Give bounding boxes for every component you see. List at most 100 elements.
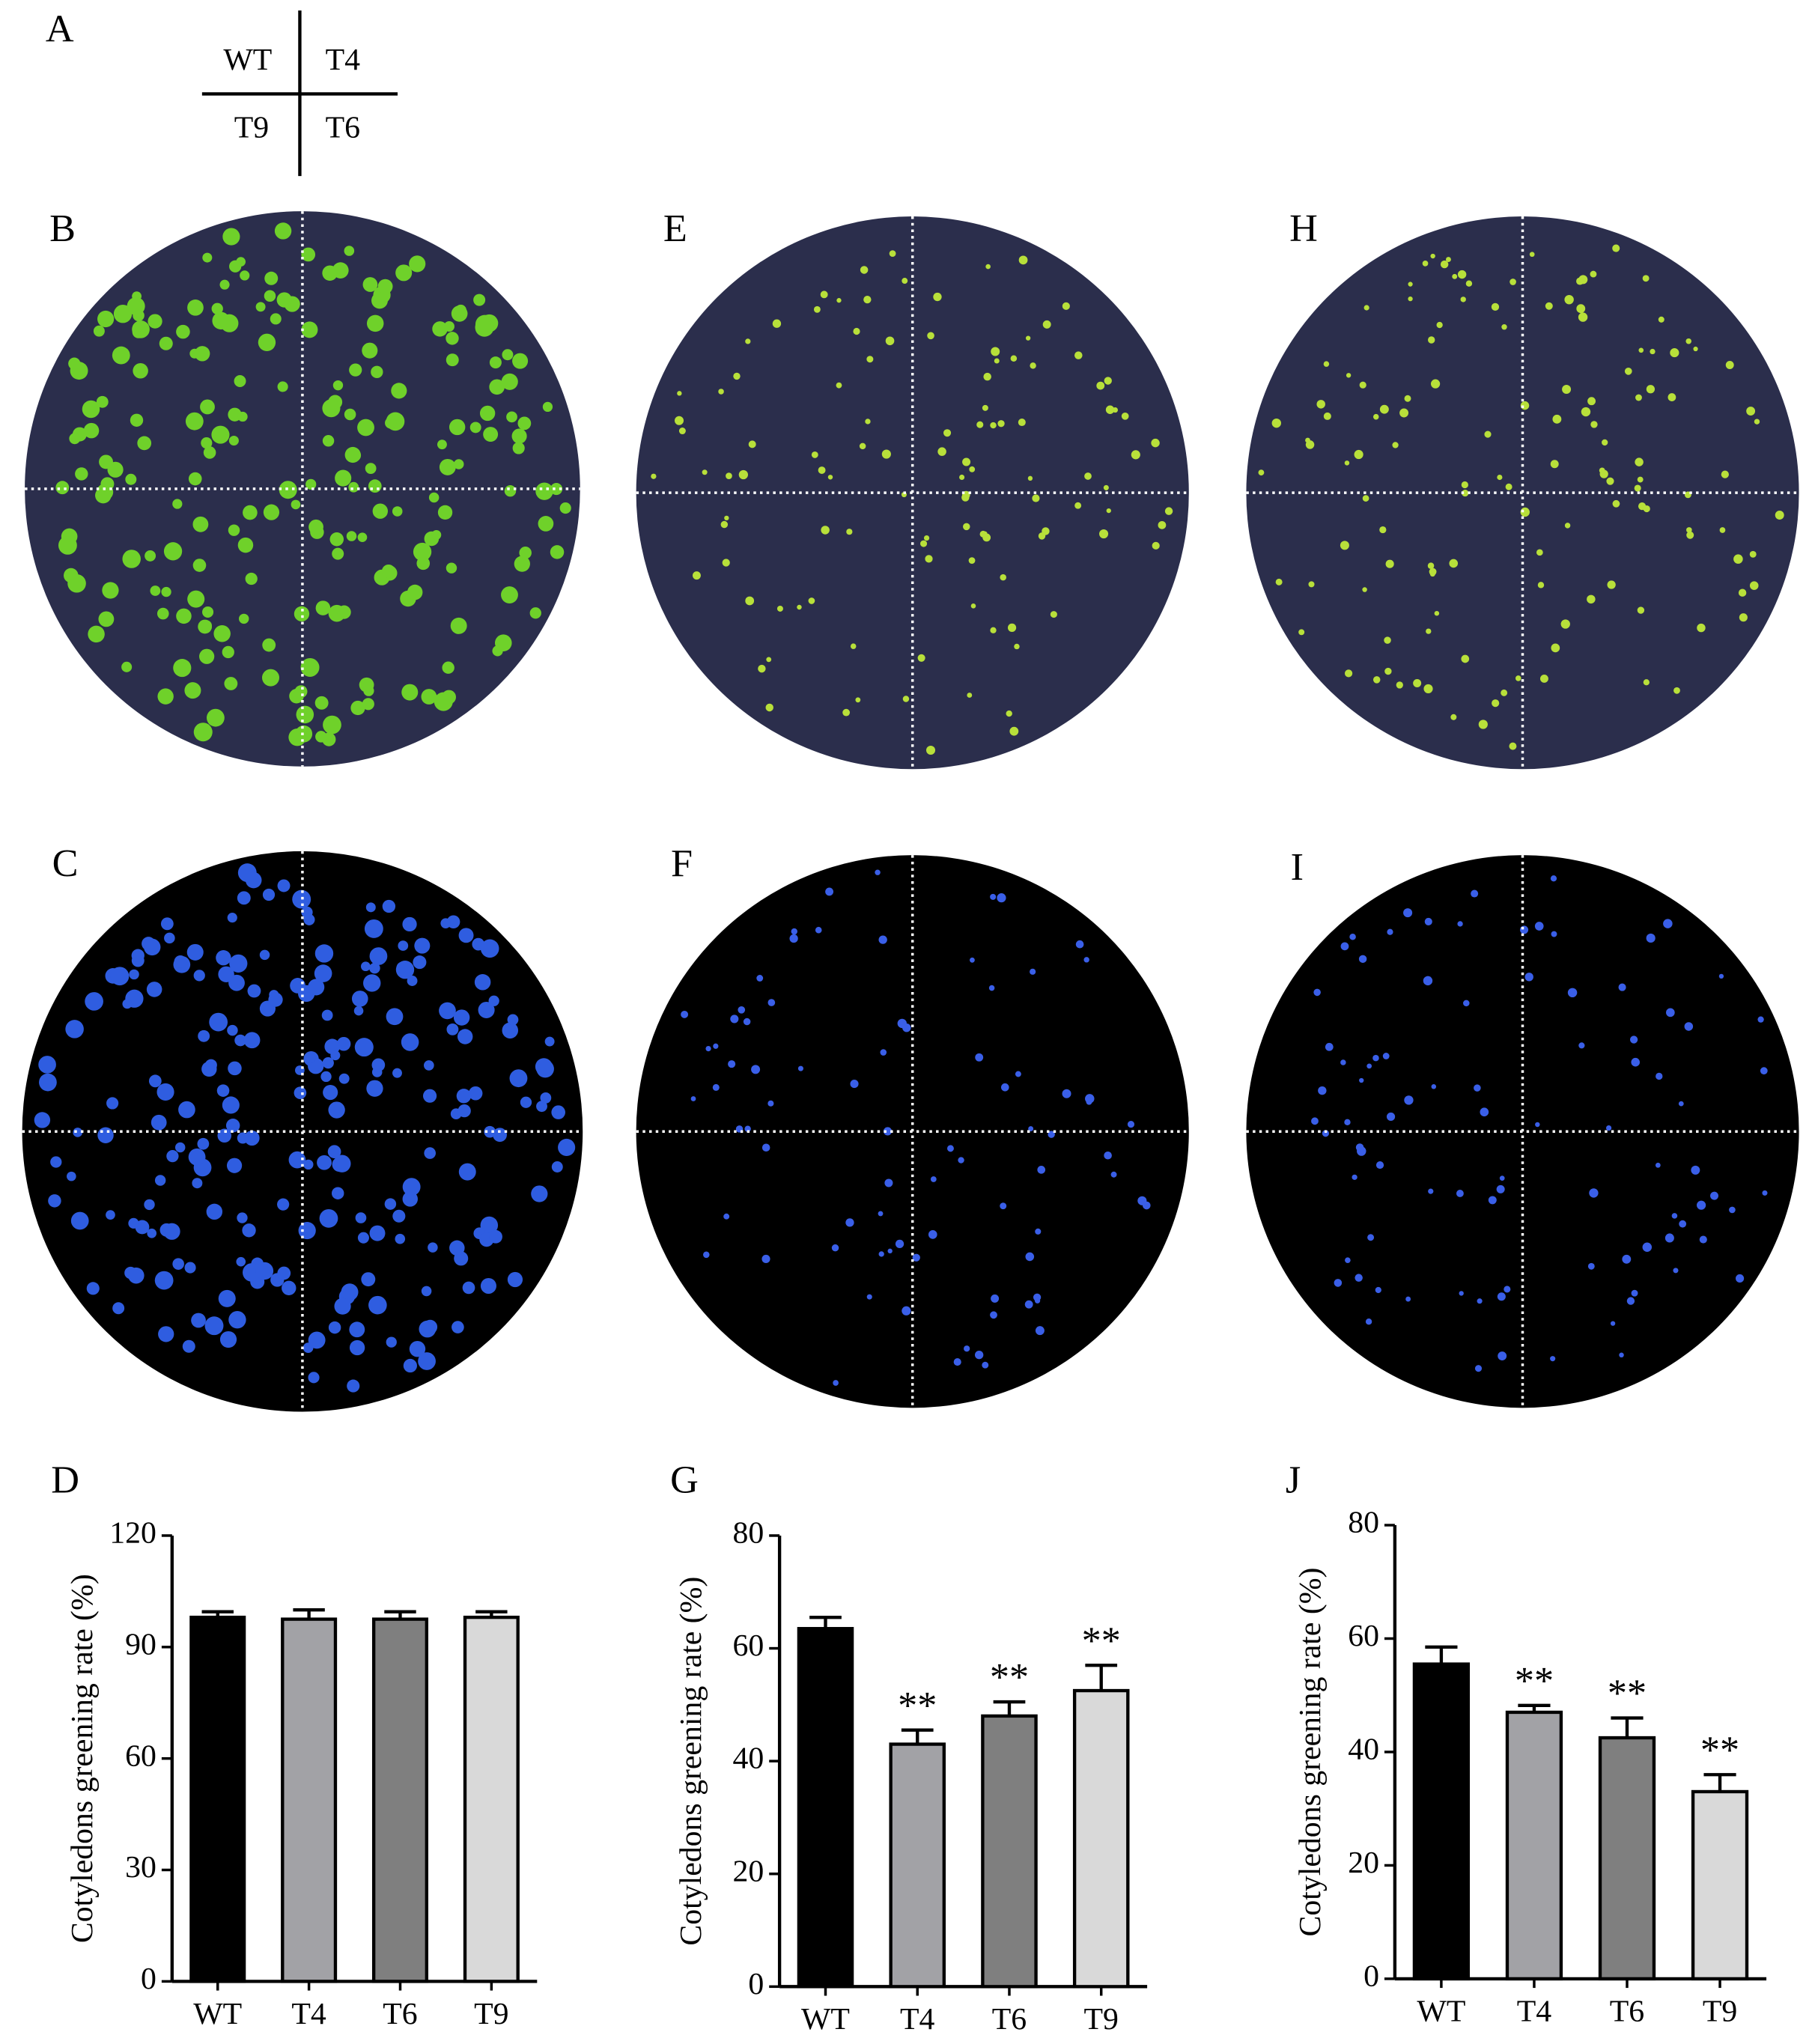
- seedling: [344, 246, 355, 256]
- seedling: [291, 499, 301, 510]
- seedling: [766, 657, 772, 663]
- seedling: [237, 891, 251, 905]
- seedling: [776, 605, 783, 612]
- seedling: [133, 362, 148, 379]
- seedling: [263, 504, 280, 520]
- y-tick-label: 20: [1348, 1846, 1379, 1880]
- seedling: [301, 247, 316, 262]
- seedling: [216, 1084, 230, 1097]
- seedling: [1344, 460, 1350, 466]
- seedling: [702, 469, 708, 475]
- seedling: [437, 439, 447, 450]
- seedling: [462, 1281, 475, 1295]
- seedling: [1477, 1298, 1483, 1304]
- seedling: [1637, 606, 1645, 614]
- seedling: [1427, 562, 1435, 569]
- seedling: [1505, 483, 1512, 490]
- seedling: [236, 1256, 246, 1267]
- seedling: [703, 1251, 710, 1259]
- seedling: [1642, 1242, 1653, 1252]
- seedling: [186, 943, 204, 961]
- seedling: [350, 700, 365, 716]
- seedling: [442, 661, 454, 674]
- seedling: [728, 1060, 736, 1068]
- significance-label: **: [1082, 1619, 1121, 1662]
- seedling: [218, 966, 234, 982]
- seedling: [361, 1272, 376, 1287]
- seedling: [878, 935, 887, 944]
- seedling: [970, 957, 975, 963]
- seedling: [178, 1101, 195, 1119]
- seedling: [480, 1216, 499, 1235]
- seedling: [242, 1223, 256, 1238]
- seedling: [875, 869, 881, 875]
- seedling: [222, 645, 234, 659]
- significance-label: **: [1700, 1728, 1739, 1771]
- seedling: [1537, 582, 1545, 588]
- seedling: [398, 940, 409, 951]
- seedling: [811, 451, 818, 458]
- seedling: [559, 502, 571, 514]
- seedling: [58, 535, 77, 555]
- seedling: [1000, 574, 1006, 581]
- seedling: [1106, 508, 1111, 514]
- seedling: [975, 1053, 984, 1062]
- seedling: [1587, 397, 1596, 406]
- seedling: [1258, 469, 1265, 476]
- seedling: [1074, 502, 1082, 509]
- seedling: [365, 902, 376, 913]
- seedling: [1318, 1086, 1327, 1095]
- seedling: [355, 1212, 367, 1223]
- seedling: [1474, 1365, 1483, 1372]
- seedling: [1684, 1022, 1694, 1031]
- seedling: [818, 466, 826, 475]
- seedling: [128, 1267, 145, 1284]
- seedling: [369, 962, 380, 974]
- seedling: [1375, 1286, 1381, 1294]
- seedling: [255, 1262, 274, 1280]
- seedling: [1461, 654, 1470, 663]
- seedling: [1037, 1166, 1046, 1174]
- seedling: [923, 535, 930, 541]
- seedling: [219, 279, 230, 290]
- seedling: [65, 1020, 84, 1038]
- seedling: [1164, 507, 1173, 515]
- seedling: [255, 302, 266, 312]
- seedling: [1626, 1297, 1635, 1305]
- seedling: [1501, 689, 1508, 696]
- panel-label: F: [671, 842, 693, 885]
- seedling: [962, 457, 971, 466]
- seedling: [1322, 1130, 1329, 1137]
- seedling: [97, 310, 115, 328]
- seedling: [211, 302, 223, 314]
- seedling: [1760, 1067, 1768, 1075]
- seedling: [282, 1280, 297, 1296]
- seedling: [959, 474, 965, 481]
- seedling: [1578, 1042, 1585, 1049]
- seedling: [489, 1229, 502, 1244]
- seedling: [1746, 407, 1756, 416]
- seedling: [1035, 1228, 1042, 1235]
- seedling: [290, 978, 305, 994]
- seedling: [990, 627, 997, 633]
- seedling: [1362, 495, 1369, 502]
- seedling: [1465, 280, 1473, 287]
- seedling: [1006, 710, 1012, 717]
- seedling: [1096, 381, 1105, 390]
- seedling: [446, 1023, 459, 1035]
- seedling: [1498, 1351, 1507, 1361]
- seedling: [772, 319, 782, 328]
- seedling: [878, 1211, 884, 1217]
- seedling: [1387, 928, 1393, 935]
- seedling: [1719, 527, 1726, 533]
- seedling: [301, 321, 318, 338]
- seedling: [551, 1161, 563, 1172]
- seedling: [836, 298, 842, 303]
- seedling: [134, 321, 145, 332]
- seedling: [860, 266, 869, 274]
- seedling: [1461, 481, 1468, 489]
- seedling: [1363, 305, 1369, 311]
- seedling: [738, 469, 749, 480]
- seedling: [512, 353, 529, 369]
- seedling: [1007, 623, 1017, 632]
